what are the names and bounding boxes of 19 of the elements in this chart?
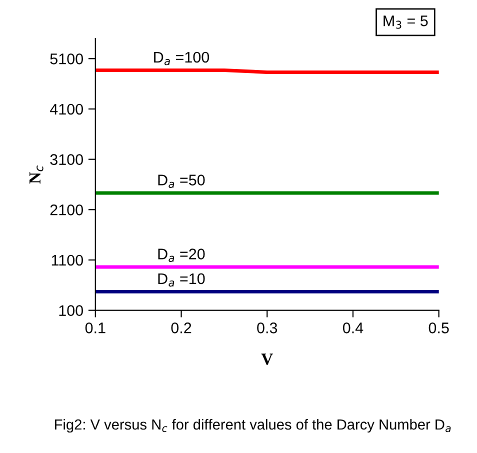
x-tick-label: 0.4 xyxy=(342,322,364,334)
caption: Fig2: V versus N$_{c}$ for different values of the Darcy Number D$_{a}$ xyxy=(55,418,451,433)
y-tick-label: 100 xyxy=(59,305,83,316)
y-axis-title: N$_{c}$ xyxy=(30,166,44,184)
y-tick-label: 4100 xyxy=(50,104,83,115)
text: M$_{3}$ = 5 xyxy=(384,16,428,29)
series-label: D$_{a}$ =100 xyxy=(154,52,210,66)
x-tick-label: 0.1 xyxy=(85,322,106,334)
x-tick-label: 0.3 xyxy=(257,322,278,334)
series-label: D$_{a}$ =20 xyxy=(158,248,205,262)
series-label: D$_{a}$ =10 xyxy=(158,273,205,287)
y-tick-label: 5100 xyxy=(50,54,83,64)
x-tick-label: 0.2 xyxy=(171,322,192,334)
y-tick-label: 3100 xyxy=(50,154,83,165)
y-tick-label: 2100 xyxy=(50,204,83,216)
series-label: D$_{a}$ =50 xyxy=(158,174,205,188)
x-axis-title: V xyxy=(261,354,273,365)
x-tick-label: 0.5 xyxy=(428,322,449,334)
y-tick-label: 1100 xyxy=(52,254,83,266)
